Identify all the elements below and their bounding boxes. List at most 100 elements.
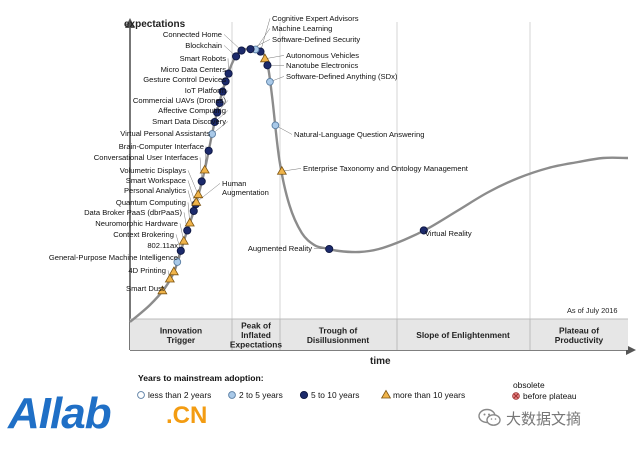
legend-marker	[380, 389, 392, 399]
technology-marker	[419, 226, 428, 235]
legend-marker	[137, 391, 145, 399]
technology-label: Autonomous Vehicles	[286, 51, 359, 60]
technology-label: Blockchain	[185, 41, 222, 50]
technology-marker	[176, 246, 185, 255]
technology-marker	[178, 235, 189, 245]
phase-dividers	[231, 22, 531, 350]
technology-label: Context Brokering	[113, 230, 174, 239]
technology-label: Volumetric Displays	[120, 166, 186, 175]
phase-label: Innovation Trigger	[160, 325, 202, 345]
technology-marker	[164, 273, 175, 283]
label-leader	[264, 55, 285, 60]
technology-label: Affective Computing	[158, 106, 226, 115]
label-leader	[196, 183, 221, 203]
logo-main: AIlab	[8, 389, 112, 438]
technology-marker	[199, 164, 210, 174]
technology-marker	[221, 77, 230, 86]
technology-label: Human Augmentation	[222, 179, 269, 197]
ailab-logo: AIlab .CN	[8, 388, 268, 440]
phase-label: Slope of Enlightenment	[416, 330, 510, 340]
technology-label: Cognitive Expert Advisors	[272, 14, 359, 23]
technology-label: Gesture Control Devices	[143, 75, 226, 84]
phase-labels: Innovation Trigger Peak of Inflated Expectat…	[160, 321, 604, 350]
label-leader	[187, 170, 199, 195]
technology-marker	[276, 165, 287, 175]
technology-marker	[266, 77, 274, 86]
technology-label: General-Purpose Machine Intelligence	[49, 253, 178, 262]
phase-label: Plateau of Productivity	[555, 325, 604, 345]
technology-label: Quantum Computing	[116, 198, 186, 207]
technology-label: Machine Learning	[272, 24, 332, 33]
phase-label: Trough of Disillusionment	[307, 325, 370, 345]
technology-label: Connected Home	[163, 30, 222, 39]
technology-label: 802.11ax	[147, 241, 178, 250]
y-axis-label: expectations	[124, 19, 186, 30]
technology-marker	[193, 189, 204, 199]
technology-label: Conversational User Interfaces	[94, 153, 198, 162]
label-leader	[260, 18, 271, 52]
technology-marker	[246, 45, 255, 54]
technology-marker	[183, 226, 192, 235]
technology-marker	[197, 177, 206, 186]
legend-label: 5 to 10 years	[311, 390, 359, 400]
technology-label: Smart Data Discovery	[152, 117, 226, 126]
technology-marker	[189, 206, 198, 216]
technology-marker	[325, 244, 334, 254]
x-axis-label: time	[370, 356, 391, 367]
label-leader	[255, 28, 271, 50]
technology-marker	[224, 69, 233, 78]
technology-marker	[263, 61, 272, 70]
phase-label: Peak of Inflated Expectations	[230, 321, 282, 350]
as-of-date: As of July 2016	[567, 306, 618, 315]
phase-band	[130, 319, 628, 350]
technology-label: Smart Workspace	[126, 176, 186, 185]
technology-marker	[237, 46, 246, 55]
technology-marker	[259, 53, 271, 63]
technology-marker	[213, 108, 222, 117]
technology-label: Smart Robots	[180, 54, 227, 63]
technology-marker	[157, 285, 168, 295]
technology-marker	[208, 130, 217, 138]
legend-marker	[299, 390, 309, 400]
legend-label: before plateau	[523, 391, 577, 401]
technology-label: Software-Defined Security	[272, 35, 360, 44]
wechat-watermark: 大数据文摘	[478, 407, 628, 431]
technology-marker	[271, 121, 280, 130]
technology-label: 4D Printing	[128, 266, 166, 275]
legend-label: less than 2 years	[148, 390, 211, 400]
logo-suffix: .CN	[166, 402, 208, 429]
technology-label: Natural-Language Question Answering	[294, 130, 424, 139]
legend-title: Years to mainstream adoption:	[138, 373, 264, 383]
technology-marker	[168, 266, 179, 276]
phase-band-dividers	[231, 319, 531, 350]
technology-marker	[218, 87, 227, 96]
label-leader	[281, 168, 302, 172]
technology-label: Enterprise Taxonomy and Ontology Managem…	[303, 164, 469, 173]
technology-label: Personal Analytics	[124, 186, 186, 195]
legend-marker	[512, 392, 520, 400]
technology-label: IoT Platform	[185, 86, 226, 95]
legend-label: 2 to 5 years	[239, 390, 283, 400]
technology-label: Brain-Computer Interface	[119, 142, 204, 151]
technology-marker	[191, 196, 202, 206]
technology-label: Augmented Reality	[248, 244, 312, 253]
technology-label: Neuromorphic Hardware	[95, 219, 178, 228]
technology-label: Virtual Personal Assistants	[120, 129, 210, 138]
technology-marker	[204, 146, 213, 155]
technology-label: Smart Dust	[126, 284, 165, 293]
technology-label: Data Broker PaaS (dbrPaaS)	[84, 208, 182, 217]
legend-label: more than 10 years	[393, 390, 465, 400]
technology-label: Virtual Reality	[425, 229, 472, 238]
technology-label: Commercial UAVs (Drones)	[133, 96, 227, 105]
legend: Years to mainstream adoption: less than …	[137, 373, 577, 401]
technology-label: Nanotube Electronics	[286, 61, 358, 70]
technology-marker	[215, 98, 224, 108]
technology-marker	[210, 117, 219, 127]
technology-marker	[184, 217, 195, 227]
wechat-account-name: 大数据文摘	[506, 410, 582, 428]
technology-marker	[232, 52, 241, 61]
legend-label: obsolete	[513, 380, 545, 390]
legend-marker	[228, 391, 236, 399]
